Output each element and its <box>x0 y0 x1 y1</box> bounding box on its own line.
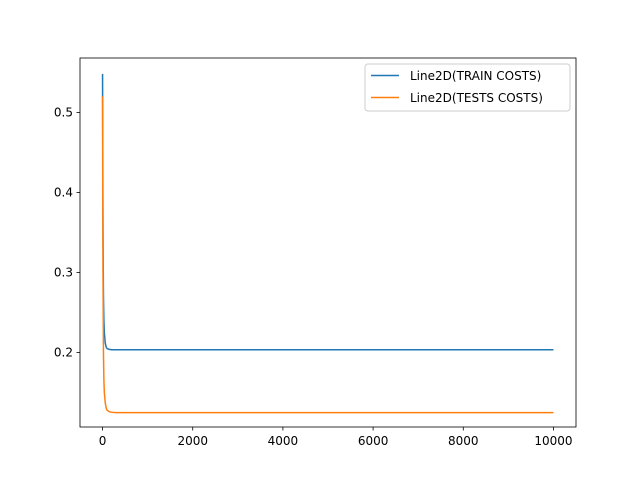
legend-label-tests: Line2D(TESTS COSTS) <box>410 91 543 105</box>
x-tick-label: 4000 <box>268 434 299 448</box>
legend: Line2D(TRAIN COSTS) Line2D(TESTS COSTS) <box>364 63 571 112</box>
x-tick-label: 10000 <box>534 434 572 448</box>
x-tick-label: 8000 <box>448 434 479 448</box>
legend-box <box>364 63 571 112</box>
x-tick-label: 0 <box>99 434 107 448</box>
series-line-tests <box>101 96 554 414</box>
y-tick-label: 0.3 <box>54 266 73 280</box>
y-axis: 0.2 0.3 0.4 0.5 <box>54 105 80 360</box>
axes-frame <box>79 57 577 428</box>
x-tick-label: 6000 <box>358 434 389 448</box>
y-tick-label: 0.2 <box>54 346 73 360</box>
x-axis: 0 2000 4000 6000 8000 10000 <box>99 427 573 448</box>
legend-label-train: Line2D(TRAIN COSTS) <box>410 69 541 83</box>
x-tick-label: 2000 <box>177 434 208 448</box>
series-group <box>101 74 554 414</box>
y-tick-label: 0.5 <box>54 105 73 119</box>
y-tick-label: 0.4 <box>54 185 73 199</box>
